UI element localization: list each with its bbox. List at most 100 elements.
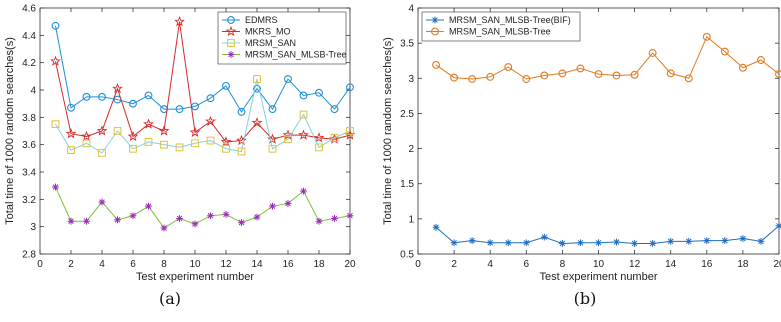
data-point (613, 238, 620, 246)
data-point (83, 217, 90, 225)
chart-panel-2: 0 2 4 6 8 10 12 14 16 18 20 0.5 1 1.5 2 2.5 3 3.5 4 Test ex… (382, 4, 781, 308)
legend-box (421, 11, 581, 42)
figure-caption: (a) (159, 289, 181, 308)
data-point (145, 202, 152, 210)
data-point (313, 132, 325, 143)
data-point (720, 47, 729, 56)
data-point (577, 239, 584, 247)
data-point (299, 91, 308, 100)
data-point (648, 49, 657, 57)
x-tick-label: 0 (37, 259, 43, 270)
x-tick-label: 16 (701, 259, 713, 270)
x-tick-label: 14 (665, 259, 677, 270)
data-point (612, 71, 621, 80)
y-tick-label: 1.5 (400, 179, 414, 190)
x-tick-label: 2 (68, 259, 74, 270)
data-point (267, 133, 278, 144)
data-point (685, 237, 693, 245)
data-point (158, 125, 170, 136)
x-tick-label: 4 (99, 259, 105, 270)
x-tick-label: 18 (313, 259, 325, 270)
data-point (504, 239, 512, 247)
data-point (65, 128, 77, 139)
y-axis-label: Total time of 1000 random searches(s) (4, 37, 16, 225)
data-point (268, 105, 277, 114)
data-point (330, 105, 339, 114)
data-point (143, 118, 154, 129)
x-axis-label: Test experiment number (136, 271, 254, 283)
data-point (540, 71, 549, 80)
data-point (129, 99, 137, 108)
legend-label: MKRS_MO (245, 27, 291, 37)
y-tick-label: 3.8 (22, 113, 36, 124)
data-point (468, 237, 476, 245)
data-point (756, 56, 765, 64)
data-point (222, 144, 230, 153)
data-point (81, 130, 92, 142)
data-point (191, 220, 199, 228)
data-point (315, 217, 323, 225)
x-tick-label: 18 (737, 259, 749, 270)
data-point (721, 237, 729, 245)
data-point (144, 138, 153, 146)
x-tick-label: 6 (524, 259, 530, 270)
data-point (98, 148, 106, 157)
data-point (206, 136, 215, 145)
data-point (649, 240, 657, 247)
x-tick-label: 8 (560, 259, 566, 270)
data-point (189, 126, 201, 137)
data-point (253, 75, 261, 83)
data-point (113, 127, 122, 135)
x-tick-label: 8 (161, 259, 167, 270)
data-point (237, 107, 246, 116)
data-point (595, 239, 602, 247)
data-point (666, 69, 675, 78)
y-tick-label: 3 (30, 222, 36, 233)
data-point (630, 70, 639, 79)
data-point (67, 146, 75, 155)
data-point (522, 239, 530, 247)
data-point (739, 235, 747, 242)
data-point (251, 117, 263, 128)
data-point (631, 240, 638, 247)
data-point (96, 125, 108, 136)
legend-marker (431, 27, 439, 36)
data-point (129, 212, 137, 220)
data-point (522, 75, 531, 83)
data-point (206, 94, 215, 103)
legend-marker (431, 16, 439, 24)
data-point (432, 223, 440, 231)
y-tick-label: 4 (408, 4, 414, 15)
y-tick-label: 3.2 (22, 195, 36, 206)
data-point (98, 198, 106, 206)
x-tick-label: 10 (189, 259, 201, 270)
data-point (284, 135, 292, 144)
data-point (52, 183, 59, 191)
y-tick-label: 1 (408, 214, 414, 225)
data-point (540, 233, 548, 241)
data-point (175, 143, 184, 152)
data-point (82, 92, 91, 101)
x-tick-label: 12 (629, 259, 641, 270)
data-point (450, 239, 458, 247)
data-point (222, 210, 230, 218)
data-point (757, 237, 765, 245)
data-point (486, 72, 495, 81)
data-point (269, 202, 276, 210)
data-point (127, 130, 139, 142)
legend-label: MRSM_SAN_MLSB-Tree(BIF) (449, 15, 571, 25)
x-tick-label: 14 (251, 259, 263, 270)
legend-label: MRSM_SAN (245, 38, 296, 48)
data-point (504, 63, 513, 71)
data-point (299, 110, 308, 119)
legend-label: MRSM_SAN_MLSB-Tree (245, 50, 347, 60)
y-tick-label: 4.4 (22, 31, 36, 42)
data-point (315, 88, 323, 97)
x-tick-label: 4 (487, 259, 493, 270)
data-point (112, 82, 123, 94)
data-point (220, 136, 232, 147)
data-point (67, 217, 75, 225)
data-point (253, 213, 261, 221)
